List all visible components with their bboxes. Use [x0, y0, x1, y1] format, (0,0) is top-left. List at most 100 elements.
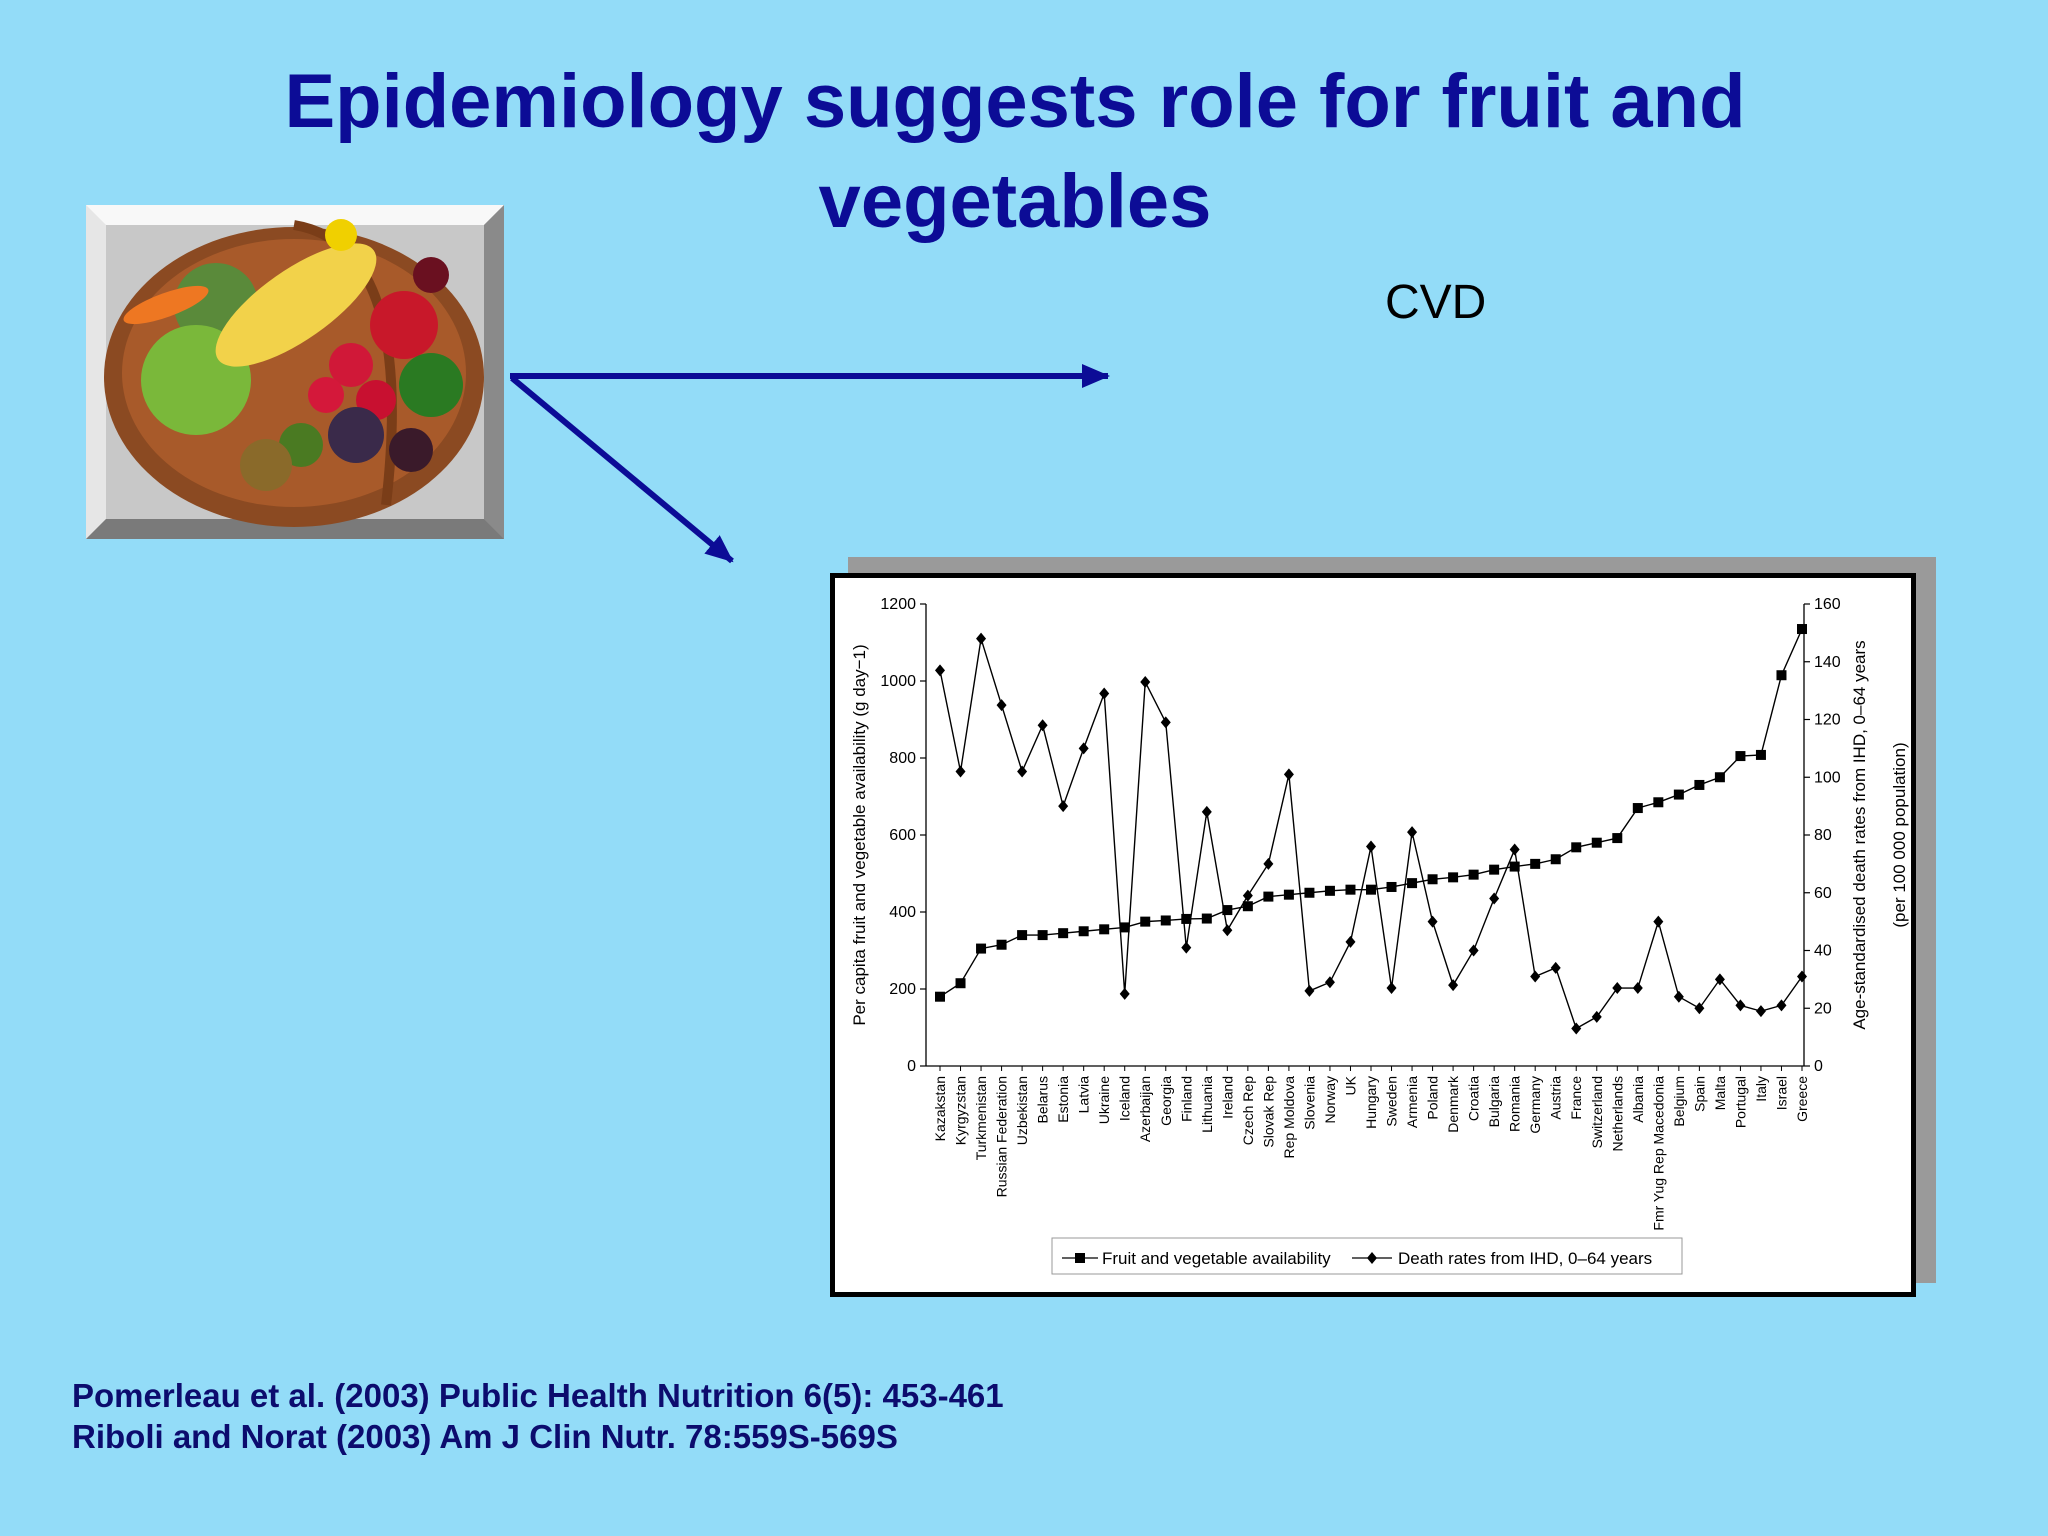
death-rate-point [1119, 987, 1130, 1000]
x-tick-label: Estonia [1055, 1076, 1071, 1123]
left-tick-label: 600 [889, 827, 916, 844]
references: Pomerleau et al. (2003) Public Health Nu… [72, 1375, 1004, 1457]
death-rate-point [1078, 742, 1089, 755]
death-rate-point [1242, 889, 1253, 902]
x-tick-label: Israel [1773, 1076, 1789, 1110]
death-rate-point [1591, 1010, 1602, 1023]
availability-point [1366, 884, 1376, 895]
death-rate-point [1058, 800, 1069, 813]
x-tick-label: Armenia [1404, 1076, 1420, 1128]
x-tick-label: Portugal [1732, 1076, 1748, 1128]
x-tick-label: Kazakstan [932, 1076, 948, 1141]
availability-point [1407, 878, 1418, 889]
availability-point [1735, 751, 1746, 762]
x-tick-label: Netherlands [1609, 1076, 1625, 1152]
availability-point [1222, 905, 1233, 916]
left-tick-label: 800 [889, 750, 916, 767]
x-tick-label: Bulgaria [1486, 1076, 1502, 1128]
x-tick-label: Ireland [1219, 1076, 1235, 1119]
death-rate-point [1797, 970, 1807, 983]
fruit-veg-ihd-chart: 0 200 400 600 800 1000 1200 0 20 40 60 80 100 120 140 1… [850, 596, 1909, 1275]
left-tick-label: 0 [907, 1058, 916, 1075]
x-tick-label: Malta [1712, 1076, 1728, 1110]
availability-point [1797, 624, 1807, 635]
death-rate-point [1324, 976, 1335, 989]
death-rate-point [1509, 843, 1520, 856]
availability-point [1448, 872, 1459, 883]
right-tick-label: 160 [1814, 596, 1841, 613]
legend-marker-death-rates [1367, 1252, 1377, 1264]
availability-point [1550, 854, 1561, 865]
x-tick-label: Croatia [1466, 1076, 1482, 1121]
x-tick-label: Latvia [1076, 1076, 1092, 1114]
y2-axis-label-line1: Age-standardised death rates from IHD, 0… [1850, 640, 1869, 1029]
right-tick-label: 0 [1814, 1058, 1823, 1075]
death-rate-point [1160, 716, 1171, 729]
availability-point [1119, 922, 1130, 933]
death-rate-point [1201, 805, 1212, 818]
availability-point [1345, 884, 1356, 895]
x-tick-label: Slovenia [1301, 1076, 1317, 1130]
death-rate-point [1140, 675, 1151, 688]
right-tick-label: 80 [1814, 827, 1832, 844]
death-rate-point [1181, 941, 1192, 954]
x-tick-label: Switzerland [1589, 1076, 1605, 1148]
legend-label-availability: Fruit and vegetable availability [1102, 1249, 1331, 1268]
death-rate-point [1386, 982, 1397, 995]
left-tick-label: 200 [889, 981, 916, 998]
death-rate-point [1283, 768, 1294, 781]
x-tick-label: Norway [1322, 1076, 1338, 1123]
availability-point [1263, 891, 1274, 902]
availability-point [1386, 881, 1397, 892]
death-rate-point [1448, 979, 1459, 992]
right-tick-label: 20 [1814, 1000, 1832, 1017]
death-rate-point [1776, 999, 1787, 1012]
death-rate-point [1345, 935, 1356, 948]
fruit-vegetable-basket-image [86, 205, 504, 539]
x-tick-label: Turkmenistan [973, 1076, 989, 1160]
arrow-to-chart [510, 375, 734, 564]
availability-point [1530, 858, 1541, 869]
x-tick-label: Iceland [1117, 1076, 1133, 1121]
x-tick-label: Italy [1753, 1076, 1769, 1102]
right-tick-label: 140 [1814, 654, 1841, 671]
x-tick-label: Azerbaijan [1137, 1076, 1153, 1142]
death-rate-point [976, 632, 987, 645]
left-tick-label: 1000 [880, 673, 916, 690]
series-line-availability [939, 628, 1803, 998]
x-tick-label: Denmark [1445, 1075, 1461, 1133]
legend-marker-availability [1075, 1253, 1085, 1263]
death-rate-point [1735, 999, 1746, 1012]
availability-point [1078, 926, 1089, 937]
x-tick-label: Lithuania [1199, 1076, 1215, 1133]
left-tick-label: 1200 [880, 596, 916, 613]
availability-point [1509, 861, 1520, 872]
death-rate-point [1304, 984, 1315, 997]
x-tick-label: France [1568, 1076, 1584, 1120]
right-tick-label: 100 [1814, 769, 1841, 786]
x-tick-label: Rep Moldova [1281, 1076, 1297, 1159]
right-tick-label: 120 [1814, 712, 1841, 729]
availability-point [1632, 803, 1643, 814]
death-rate-point [1755, 1005, 1766, 1018]
availability-point [1591, 837, 1602, 848]
death-rate-point [1612, 982, 1623, 995]
x-tick-label: Belgium [1671, 1076, 1687, 1127]
availability-point [1058, 928, 1069, 939]
death-rate-point [1571, 1022, 1582, 1035]
left-tick-label: 400 [889, 904, 916, 921]
availability-point [1283, 889, 1294, 900]
death-rate-point [1407, 826, 1418, 839]
death-rate-point [1489, 892, 1500, 905]
x-tick-label: Romania [1507, 1076, 1523, 1132]
availability-point [1037, 930, 1048, 941]
death-rate-point [1468, 944, 1479, 957]
death-rate-point [1263, 857, 1274, 870]
x-tick-label: Georgia [1158, 1076, 1174, 1126]
availability-point [976, 943, 987, 954]
availability-point [1099, 924, 1110, 935]
legend-label-death-rates: Death rates from IHD, 0–64 years [1398, 1249, 1652, 1268]
availability-point [1612, 833, 1623, 844]
reference-2: Riboli and Norat (2003) Am J Clin Nutr. … [72, 1418, 898, 1455]
y-axis-label: Per capita fruit and vegetable availabil… [850, 644, 869, 1025]
